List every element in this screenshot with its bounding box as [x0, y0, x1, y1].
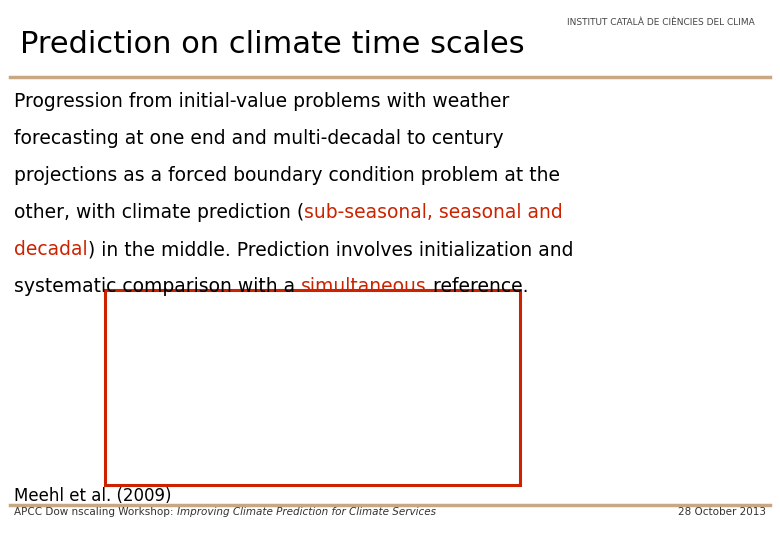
- Text: Improving Climate Prediction for Climate Services: Improving Climate Prediction for Climate…: [177, 507, 436, 517]
- Text: APCC Dow nscaling Workshop:: APCC Dow nscaling Workshop:: [14, 507, 177, 517]
- Text: INSTITUT CATALÀ DE CIÈNCIES DEL CLIMA: INSTITUT CATALÀ DE CIÈNCIES DEL CLIMA: [567, 18, 755, 27]
- Text: sub-seasonal, seasonal and: sub-seasonal, seasonal and: [304, 203, 563, 222]
- Text: Progression from initial-value problems with weather: Progression from initial-value problems …: [14, 92, 509, 111]
- Text: Prediction on climate time scales: Prediction on climate time scales: [20, 30, 525, 59]
- Text: decadal: decadal: [14, 240, 87, 259]
- Text: projections as a forced boundary condition problem at the: projections as a forced boundary conditi…: [14, 166, 560, 185]
- Bar: [105, 290, 520, 485]
- Text: forecasting at one end and multi-decadal to century: forecasting at one end and multi-decadal…: [14, 129, 504, 148]
- Text: Meehl et al. (2009): Meehl et al. (2009): [14, 487, 172, 505]
- Text: ) in the middle. Prediction involves initialization and: ) in the middle. Prediction involves ini…: [87, 240, 573, 259]
- Text: systematic comparison with a: systematic comparison with a: [14, 277, 301, 296]
- Text: reference.: reference.: [427, 277, 528, 296]
- Text: simultaneous: simultaneous: [301, 277, 427, 296]
- Text: 28 October 2013: 28 October 2013: [678, 507, 766, 517]
- Text: other, with climate prediction (: other, with climate prediction (: [14, 203, 304, 222]
